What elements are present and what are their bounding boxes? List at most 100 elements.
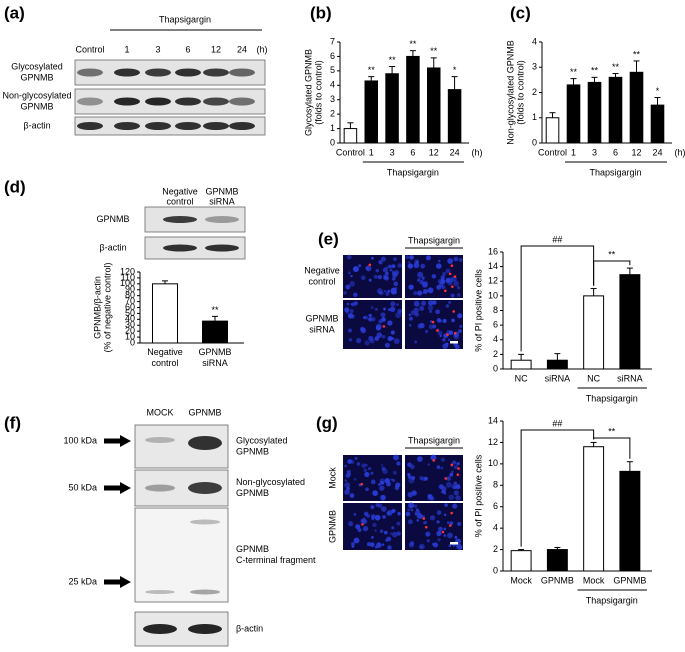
y-tick-label: 8 [493,305,498,315]
nucleus [372,490,378,496]
lane-label: Negative [162,186,198,196]
pi-cell [422,517,426,520]
nucleus [436,284,442,290]
nucleus [408,316,413,321]
y-tick-label: 6 [493,320,498,330]
marker-arrow [104,482,131,494]
nucleus [446,521,450,524]
nucleus [363,511,369,517]
nucleus [392,470,397,475]
y-tick-label: 4 [532,36,537,46]
nucleus [353,512,357,516]
lane-label: GPNMB [205,186,238,196]
blot-band [205,216,239,223]
nucleus [345,284,351,290]
panel-label: (g) [316,413,338,432]
nucleus [373,274,378,279]
marker-arrow [104,576,131,588]
nucleus [408,313,412,317]
nucleus [382,515,386,519]
blot-band [188,436,222,450]
nucleus [395,312,402,319]
nucleus [411,476,416,481]
nucleus [380,312,386,318]
bar [583,446,605,572]
x-tick-label: 6 [410,147,415,157]
nucleus [455,495,461,501]
nucleus [385,271,389,276]
x-tick-label: NC [515,373,528,383]
nucleus [370,506,374,509]
nucleus [380,494,386,501]
nucleus [414,512,418,516]
pi-cell [453,275,457,278]
x-tick-label: GPNMB [198,347,231,357]
nucleus [445,481,452,488]
nucleus [355,524,361,530]
nucleus [391,526,395,530]
y-tick-label: 12 [488,437,498,447]
nucleus [427,463,430,466]
nucleus [405,255,410,260]
blot-band [190,519,220,525]
nucleus [364,471,370,478]
nucleus [382,468,388,475]
nucleus [447,338,451,342]
x-tick-label: 3 [390,147,395,157]
nucleus [346,254,352,260]
significance: ** [409,39,417,49]
blot-band [188,482,222,494]
nucleus [391,276,396,281]
nucleus [366,542,371,547]
significance: ** [633,49,641,59]
blot-membrane [134,424,229,469]
nucleus [370,471,374,475]
nucleus [389,306,396,313]
nucleus [376,542,382,548]
x-tick-label: GPNMB [613,575,646,585]
y-tick-label: 1 [330,123,335,133]
nucleus [407,263,413,269]
nucleus [437,330,443,336]
nucleus [453,280,460,287]
nucleus [435,263,442,269]
y-tick-label: 8 [493,480,498,490]
row-label: GPNMB [20,101,53,111]
group-label: Thapsigargin [586,393,638,403]
row-label: Negative [304,265,340,275]
nucleus [413,262,420,269]
nucleus [431,274,437,279]
nucleus [447,258,453,264]
y-axis-label: Non-glycosylated GPNMB [505,40,515,145]
row-label: Non-glycosylated [2,90,71,100]
bracket [593,437,631,459]
nucleus [390,330,395,335]
nucleus [354,456,358,460]
nucleus [378,260,383,265]
y-tick-label: 16 [488,246,498,256]
nucleus [345,310,349,314]
lane-label: siRNA [209,196,235,206]
nucleus [413,300,420,307]
nucleus [391,531,398,538]
nucleus [435,309,440,315]
nucleus [390,478,394,481]
pi-cell [450,511,453,515]
pi-cell [451,285,454,288]
nucleus [353,292,358,297]
unit-label: (h) [675,147,685,157]
row-label: GPNMB [305,313,338,323]
nucleus [389,268,393,272]
blot-band [175,68,201,77]
y-tick-label: 7 [330,36,335,46]
nucleus [346,470,351,475]
bracket-label: ** [608,426,616,436]
y-tick-label: 2 [330,109,335,119]
y-tick-label: 2 [493,544,498,554]
nucleus [369,338,375,344]
blot-band [143,624,177,634]
nucleus [458,329,462,334]
y-tick-label: 1 [532,112,537,122]
nucleus [348,459,351,463]
nucleus [397,512,401,516]
